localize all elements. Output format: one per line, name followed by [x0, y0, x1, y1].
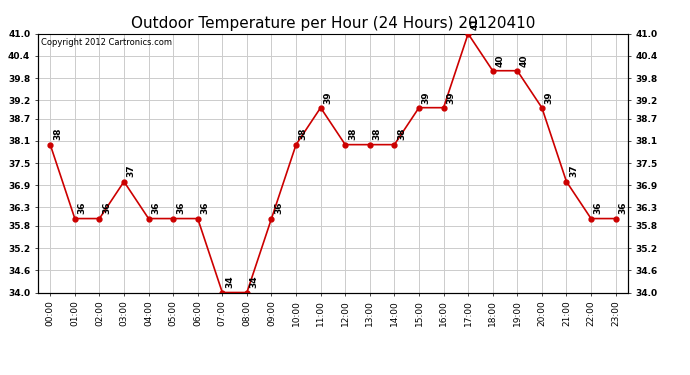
Text: 36: 36 — [274, 202, 284, 214]
Text: 38: 38 — [397, 128, 406, 141]
Text: 36: 36 — [594, 202, 603, 214]
Text: 38: 38 — [299, 128, 308, 141]
Text: 39: 39 — [544, 91, 553, 104]
Text: Copyright 2012 Cartronics.com: Copyright 2012 Cartronics.com — [41, 38, 172, 46]
Text: 36: 36 — [77, 202, 87, 214]
Text: 36: 36 — [176, 202, 185, 214]
Text: 41: 41 — [471, 17, 480, 30]
Text: 39: 39 — [324, 91, 333, 104]
Text: 37: 37 — [569, 165, 578, 177]
Text: 38: 38 — [348, 128, 357, 141]
Text: 36: 36 — [151, 202, 160, 214]
Text: 40: 40 — [495, 54, 504, 66]
Text: 36: 36 — [618, 202, 627, 214]
Text: 40: 40 — [520, 54, 529, 66]
Text: 39: 39 — [446, 91, 455, 104]
Text: 38: 38 — [373, 128, 382, 141]
Text: 34: 34 — [225, 276, 234, 288]
Text: 36: 36 — [201, 202, 210, 214]
Text: 37: 37 — [127, 165, 136, 177]
Text: 34: 34 — [250, 276, 259, 288]
Text: 39: 39 — [422, 91, 431, 104]
Text: 36: 36 — [102, 202, 111, 214]
Title: Outdoor Temperature per Hour (24 Hours) 20120410: Outdoor Temperature per Hour (24 Hours) … — [130, 16, 535, 31]
Text: 38: 38 — [53, 128, 62, 141]
